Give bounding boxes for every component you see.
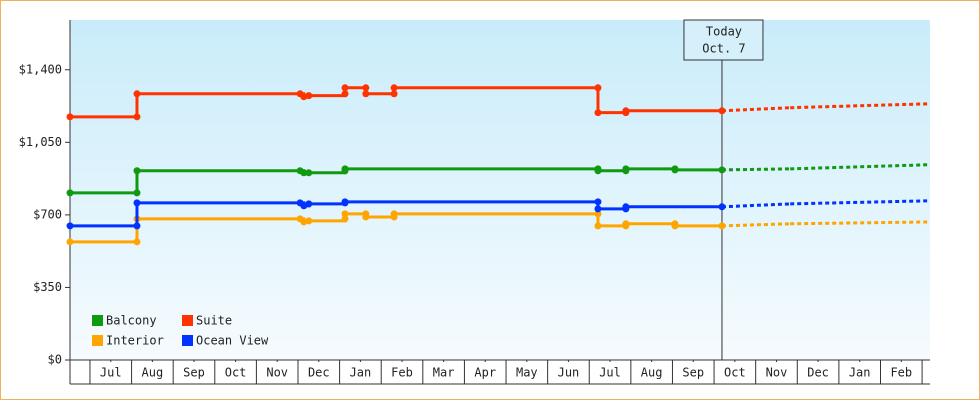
point [594, 210, 602, 218]
x-tick-label: Mar [433, 366, 455, 380]
point [133, 90, 141, 98]
point [305, 92, 313, 100]
point [594, 205, 602, 213]
legend-swatch [92, 315, 103, 326]
x-tick-label: Sep [183, 366, 205, 380]
today-box [683, 19, 764, 61]
point [133, 222, 141, 230]
x-tick-label: Jan [849, 366, 871, 380]
point [66, 222, 74, 230]
point [718, 222, 726, 230]
x-tick-label: Nov [266, 366, 288, 380]
point [594, 84, 602, 92]
x-tick-label: May [516, 366, 538, 380]
point [362, 84, 370, 92]
legend-label: Suite [196, 314, 232, 328]
point [133, 199, 141, 207]
series-line [70, 200, 722, 228]
point [671, 166, 679, 174]
point [718, 107, 726, 115]
point [341, 210, 349, 218]
point [305, 217, 313, 225]
x-tick-label: Oct [724, 366, 746, 380]
y-tick-label: $0 [48, 353, 62, 367]
point [66, 113, 74, 121]
forecast-line [721, 199, 931, 209]
point [133, 189, 141, 197]
point [133, 167, 141, 175]
point [718, 203, 726, 211]
x-tick-label: Dec [308, 366, 330, 380]
point [622, 165, 630, 173]
forecast-line [721, 220, 931, 228]
x-tick-label: Oct [225, 366, 247, 380]
point [622, 220, 630, 228]
today-label: Today [706, 25, 742, 39]
legend-swatch [92, 335, 103, 346]
x-tick-label: Jan [350, 366, 372, 380]
x-tick-label: Sep [682, 366, 704, 380]
point [341, 84, 349, 92]
point [718, 166, 726, 174]
point [390, 210, 398, 218]
x-tick-label: Feb [391, 366, 413, 380]
point [594, 198, 602, 206]
legend-swatch [182, 315, 193, 326]
point [622, 107, 630, 115]
point [300, 169, 308, 177]
point [362, 90, 370, 98]
y-tick-label: $1,050 [19, 135, 62, 149]
x-tick-label: Aug [641, 366, 663, 380]
point [133, 238, 141, 246]
point [66, 238, 74, 246]
point [594, 222, 602, 230]
x-tick-label: Feb [890, 366, 912, 380]
legend-label: Balcony [106, 314, 157, 328]
forecast-line [721, 163, 931, 172]
point [66, 189, 74, 197]
point [594, 109, 602, 117]
point [305, 200, 313, 208]
x-tick-label: Jul [599, 366, 621, 380]
point [622, 203, 630, 211]
point [133, 113, 141, 121]
x-tick-label: Jun [558, 366, 580, 380]
x-tick-label: Dec [807, 366, 829, 380]
y-tick-label: $350 [33, 280, 62, 294]
point [362, 213, 370, 221]
point [305, 169, 313, 177]
x-tick-label: Apr [474, 366, 496, 380]
legend-swatch [182, 335, 193, 346]
point [341, 215, 349, 223]
point [341, 198, 349, 206]
point [341, 165, 349, 173]
today-label: Oct. 7 [702, 42, 745, 56]
point [594, 167, 602, 175]
point [390, 84, 398, 92]
point [390, 90, 398, 98]
legend-label: Ocean View [196, 334, 269, 348]
x-tick-label: Jul [100, 366, 122, 380]
point [671, 222, 679, 230]
y-tick-label: $700 [33, 207, 62, 221]
x-tick-label: Aug [142, 366, 164, 380]
point [341, 90, 349, 98]
x-tick-label: Nov [766, 366, 788, 380]
legend-label: Interior [106, 334, 164, 348]
y-tick-label: $1,400 [19, 62, 62, 76]
plot-area [70, 20, 930, 360]
forecast-line [721, 102, 931, 113]
